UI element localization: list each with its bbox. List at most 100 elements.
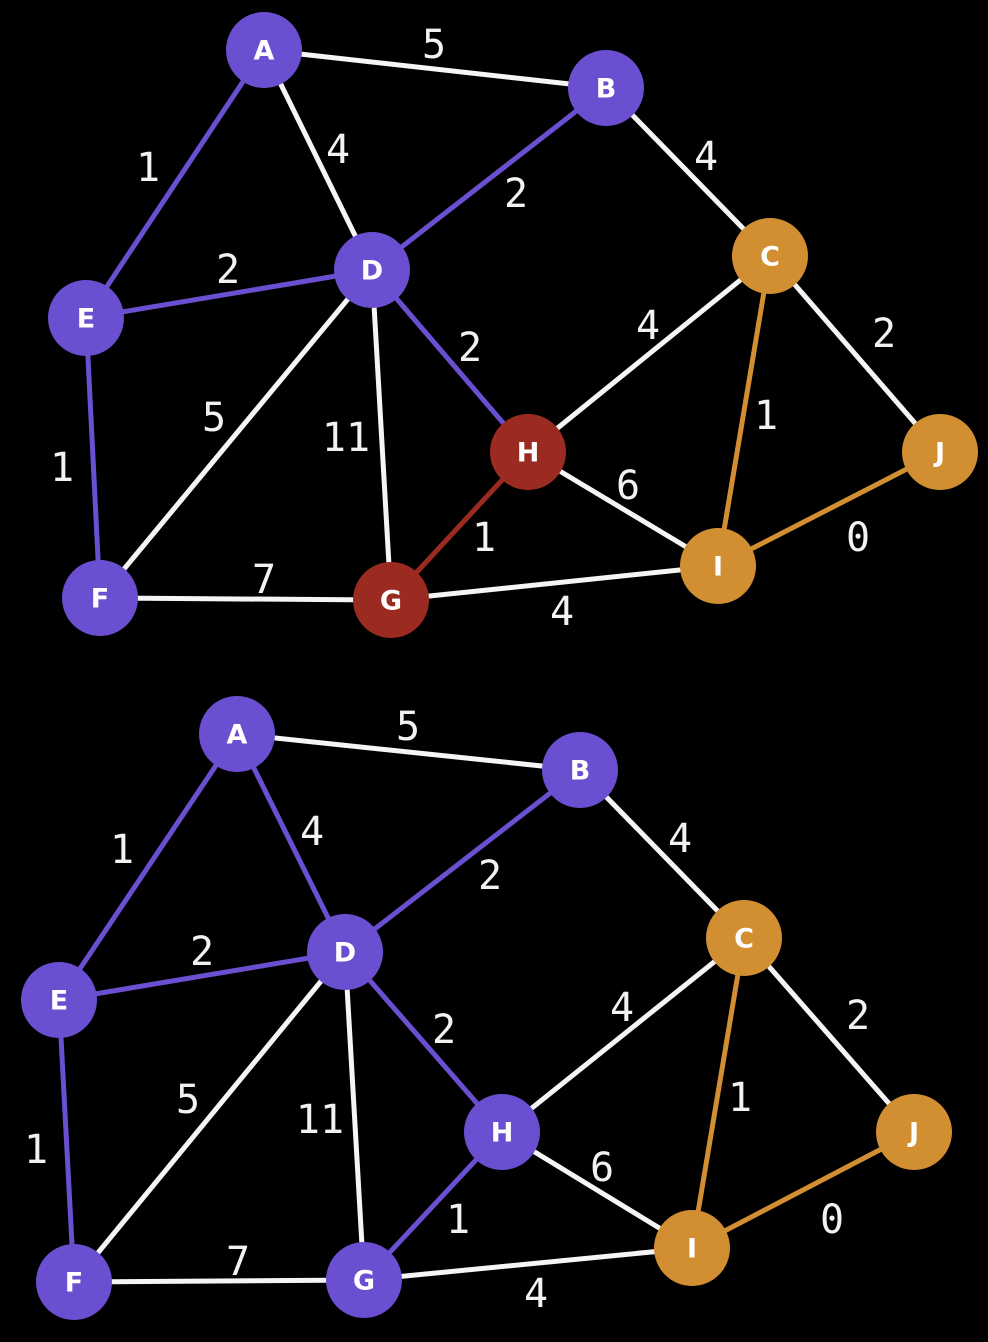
node-circle: [62, 560, 138, 636]
edge-c-i: [689, 935, 747, 1251]
node-circle: [876, 1094, 952, 1170]
edge-weight-d-g: 11: [322, 415, 370, 461]
edge-weight-b-c: 4: [668, 816, 692, 862]
node-e: E: [21, 962, 97, 1038]
nodes-layer: A B C D E F G H I J: [48, 12, 978, 638]
node-label: G: [353, 1266, 375, 1297]
edge-d-g: [369, 267, 394, 603]
node-circle: [353, 562, 429, 638]
edge-g-i: [361, 1245, 695, 1283]
node-label: A: [227, 720, 248, 751]
edge-b-c: [577, 767, 747, 941]
node-circle: [732, 218, 808, 294]
node-circle: [490, 414, 566, 490]
edge-weight-d-g: 11: [296, 1097, 344, 1143]
edge-weight-h-g: 1: [472, 515, 496, 561]
node-label: E: [77, 304, 95, 335]
edge-weight-d-f: 5: [176, 1077, 200, 1123]
node-circle: [226, 12, 302, 88]
node-circle: [902, 414, 978, 490]
edge-weight-g-i: 4: [550, 589, 574, 635]
edge-c-i: [715, 253, 773, 569]
node-j: J: [876, 1094, 952, 1170]
edge-e-f: [56, 997, 77, 1285]
edge-f-g: [97, 595, 394, 603]
edge-d-g: [342, 949, 367, 1283]
edge-weight-a-d: 4: [326, 127, 350, 173]
node-label: B: [570, 756, 591, 787]
edge-weight-c-h: 4: [636, 303, 660, 349]
weights-layer: 5 1 4 2 4 2 1 5 11 2 4 1 2 1 6 7 4 0: [24, 704, 870, 1317]
edge-weight-h-i: 6: [590, 1145, 614, 1191]
node-circle: [36, 1244, 112, 1320]
edge-i-j: [689, 1129, 917, 1251]
node-circle: [542, 732, 618, 808]
node-c: C: [706, 900, 782, 976]
node-label: F: [65, 1268, 83, 1299]
edge-weight-c-i: 1: [754, 393, 778, 439]
node-circle: [326, 1242, 402, 1318]
node-label: D: [361, 256, 383, 287]
node-label: H: [517, 438, 540, 469]
node-circle: [464, 1094, 540, 1170]
node-g: G: [326, 1242, 402, 1318]
edge-weight-a-b: 5: [422, 22, 446, 68]
edge-f-g: [71, 1277, 367, 1285]
edge-weight-c-h: 4: [610, 985, 634, 1031]
node-label: B: [596, 74, 617, 105]
node-e: E: [48, 280, 124, 356]
edge-e-d: [56, 949, 348, 1003]
node-d: D: [307, 914, 383, 990]
node-f: F: [62, 560, 138, 636]
edge-weight-e-f: 1: [24, 1127, 48, 1173]
node-circle: [654, 1210, 730, 1286]
edge-a-b: [234, 731, 583, 773]
node-d: D: [334, 232, 410, 308]
graph-bottom: 5 1 4 2 4 2 1 5 11 2 4 1 2 1 6 7 4 0 A B C D E F G H I J: [21, 696, 952, 1320]
node-i: I: [680, 528, 756, 604]
node-circle: [568, 50, 644, 126]
edge-a-e: [56, 731, 240, 1003]
edge-a-d: [261, 47, 375, 273]
node-j: J: [902, 414, 978, 490]
edge-e-f: [83, 315, 103, 601]
edge-weight-b-d: 2: [504, 171, 528, 217]
edge-weight-f-g: 7: [252, 557, 276, 603]
edge-weight-c-i: 1: [728, 1075, 752, 1121]
node-label: F: [91, 584, 109, 615]
node-label: H: [491, 1118, 514, 1149]
node-circle: [680, 528, 756, 604]
nodes-layer: A B C D E F G H I J: [21, 696, 952, 1320]
edge-d-f: [71, 949, 348, 1285]
edge-weight-h-g: 1: [446, 1197, 470, 1243]
edges-layer: [83, 47, 943, 603]
edge-weight-b-d: 2: [478, 853, 502, 899]
edge-weight-a-b: 5: [396, 704, 420, 750]
node-b: B: [542, 732, 618, 808]
edge-weight-h-i: 6: [616, 463, 640, 509]
node-label: C: [760, 242, 780, 273]
edge-weight-a-e: 1: [110, 827, 134, 873]
node-label: I: [687, 1234, 697, 1265]
edge-c-h: [525, 253, 773, 455]
edge-d-f: [97, 267, 375, 601]
edge-weight-d-h: 2: [458, 325, 482, 371]
edge-weight-e-d: 2: [216, 247, 240, 293]
node-f: F: [36, 1244, 112, 1320]
edge-b-d: [369, 85, 609, 273]
node-circle: [307, 914, 383, 990]
node-label: C: [734, 924, 754, 955]
node-circle: [334, 232, 410, 308]
node-label: E: [50, 986, 68, 1017]
edge-weight-f-g: 7: [226, 1239, 250, 1285]
edge-a-d: [234, 731, 348, 955]
edge-weight-i-j: 0: [846, 515, 870, 561]
edge-g-i: [388, 563, 721, 603]
weights-layer: 5 1 4 2 4 2 1 5 11 2 4 1 2 1 6 7 4 0: [50, 22, 896, 635]
edge-weight-d-h: 2: [432, 1007, 456, 1053]
edge-weight-e-d: 2: [190, 929, 214, 975]
node-circle: [199, 696, 275, 772]
node-circle: [48, 280, 124, 356]
node-label: I: [713, 552, 723, 583]
node-h: H: [464, 1094, 540, 1170]
